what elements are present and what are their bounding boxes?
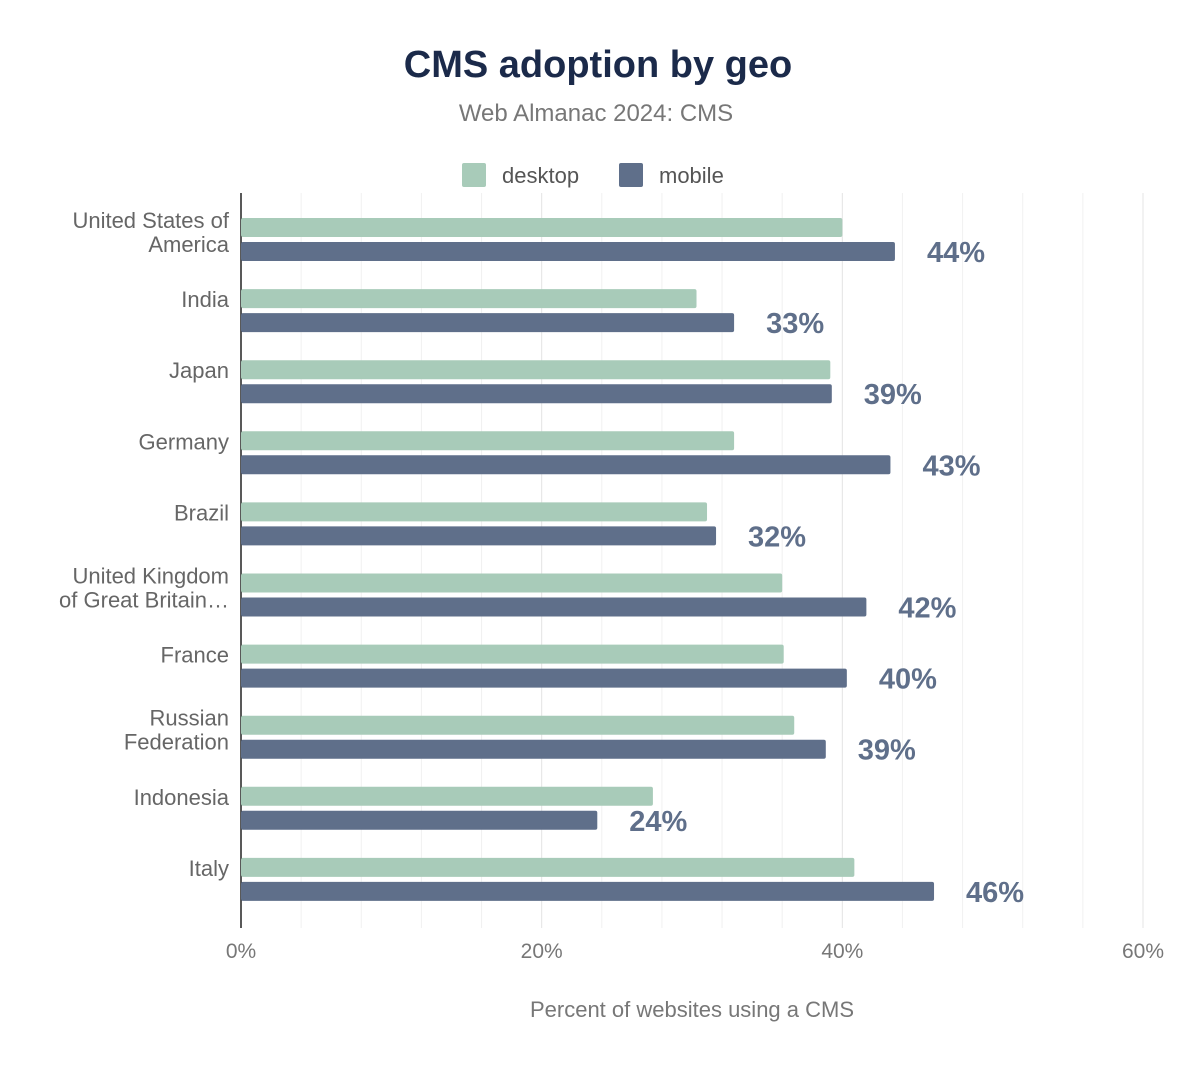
category-label: Germany <box>139 429 229 454</box>
bar-mobile <box>241 526 717 546</box>
legend-label-desktop: desktop <box>502 163 579 188</box>
bar-desktop <box>241 502 708 522</box>
bars: 44% 33% 39% 43% 32% 42% 40% 39% 24% 46% <box>241 218 1024 909</box>
data-label: 44% <box>927 237 985 269</box>
legend-label-mobile: mobile <box>659 163 724 188</box>
category-label: Japan <box>169 358 229 383</box>
x-tick-label: 60% <box>1122 940 1164 963</box>
category-label: France <box>161 643 229 668</box>
category-label: United States of <box>72 208 229 233</box>
category-label: India <box>181 287 229 312</box>
data-label: 39% <box>858 735 916 767</box>
x-ticks: 0% 20% 40% 60% <box>226 940 1164 963</box>
bar-desktop <box>241 715 795 735</box>
data-label: 43% <box>922 450 980 482</box>
bar-desktop <box>241 857 855 877</box>
x-axis-label: Percent of websites using a CMS <box>530 997 854 1022</box>
data-label: 32% <box>748 521 806 553</box>
bar-mobile <box>241 881 935 901</box>
category-label: Brazil <box>174 500 229 525</box>
bar-mobile <box>241 810 598 830</box>
bar-mobile <box>241 597 867 617</box>
data-label: 24% <box>629 806 687 838</box>
data-label: 46% <box>966 877 1024 909</box>
data-label: 33% <box>766 308 824 340</box>
bar-mobile <box>241 668 847 688</box>
category-label: Russian <box>150 706 229 731</box>
x-tick-label: 20% <box>521 940 563 963</box>
bar-desktop <box>241 360 831 380</box>
bar-desktop <box>241 786 653 806</box>
category-label: America <box>148 232 229 257</box>
category-label: Indonesia <box>134 785 230 810</box>
bar-mobile <box>241 455 891 475</box>
category-label: United Kingdom <box>72 564 229 589</box>
bar-mobile <box>241 739 826 759</box>
data-label: 42% <box>898 593 956 625</box>
bar-mobile <box>241 313 735 333</box>
x-tick-label: 0% <box>226 940 256 963</box>
bar-desktop <box>241 644 784 664</box>
legend-swatch-mobile <box>619 163 643 187</box>
chart-title: CMS adoption by geo <box>404 44 792 86</box>
legend: desktop mobile <box>462 163 724 188</box>
bar-desktop <box>241 289 697 309</box>
data-label: 39% <box>864 379 922 411</box>
x-tick-label: 40% <box>821 940 863 963</box>
category-label: Federation <box>124 730 229 755</box>
bar-desktop <box>241 573 783 593</box>
data-label: 40% <box>879 664 937 696</box>
bar-mobile <box>241 242 895 261</box>
chart-subtitle: Web Almanac 2024: CMS <box>459 100 733 127</box>
legend-swatch-desktop <box>462 163 486 187</box>
category-label: Italy <box>189 856 229 881</box>
category-label: of Great Britain… <box>59 588 229 613</box>
bar-mobile <box>241 384 832 404</box>
bar-desktop <box>241 431 735 451</box>
bar-desktop <box>241 218 843 237</box>
